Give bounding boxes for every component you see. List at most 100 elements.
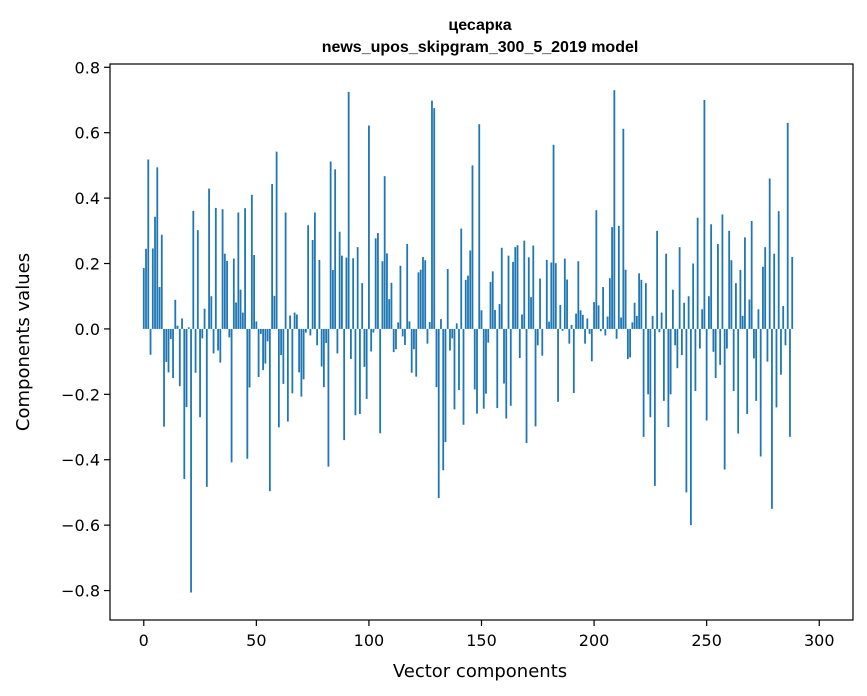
x-tick-label: 300	[804, 631, 835, 650]
bar	[604, 328, 607, 336]
bar	[764, 247, 767, 329]
bar	[489, 281, 492, 329]
bar	[388, 299, 391, 329]
bar	[687, 296, 690, 329]
bar	[255, 321, 258, 329]
bar	[739, 270, 742, 329]
bar	[241, 312, 244, 329]
bar	[462, 328, 465, 425]
bar	[433, 108, 436, 329]
bar	[304, 328, 307, 333]
bar	[570, 324, 573, 329]
bar	[674, 328, 677, 346]
bar	[683, 302, 686, 329]
bar	[264, 328, 267, 364]
bar	[584, 328, 586, 344]
bar	[651, 315, 654, 329]
x-tick-label: 150	[466, 631, 497, 650]
bar	[325, 328, 328, 343]
bar	[250, 194, 253, 329]
bar	[293, 312, 296, 329]
bar	[417, 272, 420, 329]
bar	[343, 328, 346, 441]
bar	[669, 328, 672, 395]
bar	[577, 261, 580, 329]
bar	[771, 328, 773, 509]
bar	[237, 212, 240, 329]
bar	[640, 279, 643, 329]
bar	[532, 245, 535, 329]
bar	[298, 328, 301, 373]
y-tick-label: −0.4	[61, 451, 100, 470]
bar	[527, 257, 530, 329]
bar	[174, 299, 177, 329]
bar	[460, 228, 463, 329]
bar	[622, 128, 625, 329]
bar	[149, 328, 152, 355]
bar	[509, 328, 512, 406]
bar	[712, 328, 715, 352]
bar	[286, 328, 289, 422]
bar	[410, 328, 413, 373]
bar	[318, 259, 321, 329]
bar	[617, 225, 620, 329]
bar	[365, 328, 368, 399]
bar	[482, 328, 485, 409]
bar	[480, 310, 483, 329]
bar	[496, 328, 499, 409]
bar	[408, 321, 411, 329]
bar	[755, 328, 758, 401]
bar	[753, 328, 755, 359]
bar	[451, 328, 454, 339]
bar	[557, 328, 559, 402]
bar	[469, 250, 472, 329]
bar	[194, 328, 197, 373]
bar	[507, 255, 510, 329]
bar	[176, 325, 179, 329]
bar	[253, 255, 255, 329]
bar	[590, 328, 593, 362]
bar	[744, 237, 746, 329]
bar	[631, 322, 634, 329]
bar	[395, 328, 397, 350]
bar	[512, 261, 514, 329]
bar	[782, 306, 785, 329]
bar	[620, 317, 622, 329]
bar	[440, 319, 442, 329]
bar	[665, 253, 668, 329]
bar	[214, 207, 217, 329]
bar	[581, 314, 584, 329]
y-tick-label: 0.8	[75, 58, 100, 77]
bar	[710, 224, 713, 329]
bar	[383, 176, 386, 329]
bar	[541, 328, 544, 356]
x-tick-label: 50	[246, 631, 266, 650]
bar	[676, 328, 679, 369]
bar	[446, 269, 449, 329]
y-axis-label: Components values	[13, 253, 34, 431]
bar	[311, 239, 314, 329]
bar	[374, 238, 377, 329]
bar	[154, 216, 156, 329]
bar	[516, 245, 519, 329]
bar	[566, 279, 568, 329]
bar	[449, 328, 451, 351]
bar	[235, 302, 237, 329]
bar	[780, 328, 782, 375]
bar	[766, 328, 769, 362]
bar	[158, 287, 161, 329]
bar	[187, 327, 190, 329]
bar	[217, 328, 219, 351]
bar	[291, 328, 294, 394]
bar	[514, 247, 517, 329]
bar	[635, 315, 638, 329]
bar	[345, 257, 348, 329]
bar	[748, 299, 751, 329]
bar	[208, 188, 210, 329]
bar	[350, 328, 352, 360]
y-ticks: −0.8 −0.6 −0.4 −0.2 0.0 0.2 0.4 0.6 0.8	[61, 58, 110, 601]
bar	[435, 328, 438, 388]
bar	[525, 328, 528, 444]
bar	[361, 283, 364, 329]
bar	[545, 259, 548, 329]
